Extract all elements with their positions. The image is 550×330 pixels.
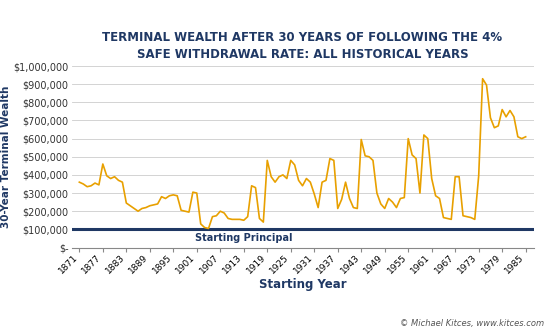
Text: © Michael Kitces, www.kitces.com: © Michael Kitces, www.kitces.com — [400, 319, 544, 328]
Text: Starting Principal: Starting Principal — [195, 233, 293, 243]
X-axis label: Starting Year: Starting Year — [258, 279, 346, 291]
Title: TERMINAL WEALTH AFTER 30 YEARS OF FOLLOWING THE 4%
SAFE WITHDRAWAL RATE: ALL HIS: TERMINAL WEALTH AFTER 30 YEARS OF FOLLOW… — [102, 31, 503, 61]
Y-axis label: 30-Year Terminal Wealth: 30-Year Terminal Wealth — [1, 85, 10, 228]
